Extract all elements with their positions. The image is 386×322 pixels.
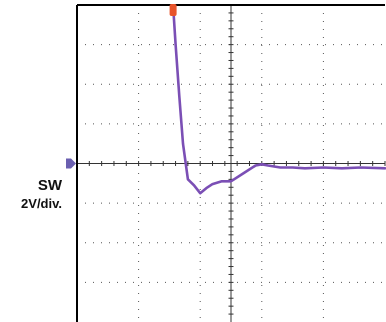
channel-name-label: SW: [37, 177, 62, 194]
channel-scale-label: 2V/div.: [21, 196, 62, 211]
trigger-marker: [169, 4, 177, 16]
plot-frame: [76, 4, 385, 322]
waveform-traces: [171, 4, 386, 195]
channel-ground-marker: [66, 158, 76, 169]
markers: [66, 4, 177, 169]
grid: [76, 4, 386, 322]
waveform-trace: [171, 4, 386, 195]
